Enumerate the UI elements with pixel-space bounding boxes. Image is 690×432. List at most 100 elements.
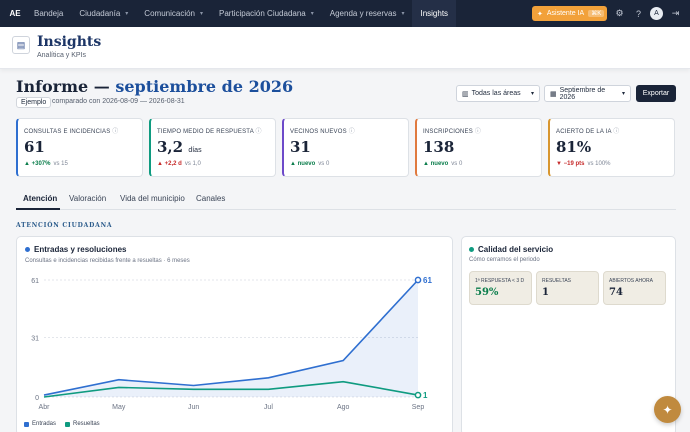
kpi-value: 81% xyxy=(556,138,592,156)
nav-item[interactable]: Bandeja xyxy=(26,0,71,27)
nav-item[interactable]: Insights xyxy=(412,0,457,27)
chevron-down-icon: ▾ xyxy=(200,11,204,17)
app-logo[interactable]: AE xyxy=(9,9,21,18)
areas-select[interactable]: ▥ Todas las áreas ▾ xyxy=(456,85,540,102)
section-title: ATENCIÓN CIUDADANA xyxy=(16,222,113,229)
tabs: Atención Valoración Vida del municipio C… xyxy=(16,189,676,210)
info-icon: ⓘ xyxy=(348,129,355,135)
kpi-delta: ▲ nuevo vs 0 xyxy=(290,161,330,167)
assistant-label: Asistente IA xyxy=(546,10,585,17)
metric-label: RESUELTAS xyxy=(542,278,571,284)
info-icon: ⓘ xyxy=(474,129,482,135)
active-tab-indicator xyxy=(16,208,60,210)
chart-card-subtitle: Consultas e incidencias recibidas frente… xyxy=(25,258,190,264)
nav-item-label: Agenda y reservas xyxy=(329,9,397,18)
kpi-label: INSCRIPCIONES ⓘ xyxy=(423,129,482,135)
nav-item-label: Ciudadanía xyxy=(79,9,121,18)
kpi-delta: ▼ −19 pts vs 100% xyxy=(556,161,611,167)
report-title-prefix: Informe — xyxy=(16,77,116,96)
month-value: Septiembre de 2026 xyxy=(559,86,606,101)
settings-icon[interactable]: ⚙ xyxy=(615,8,624,18)
delta-arrow-icon: ▲ xyxy=(157,161,163,167)
calendar-icon: ▦ xyxy=(550,90,557,98)
nav-item-label: Bandeja xyxy=(34,9,64,18)
nav-item[interactable]: Ciudadanía ▾ xyxy=(71,0,136,27)
example-badge: Ejemplo xyxy=(16,97,52,108)
nav-item[interactable]: Agenda y reservas ▾ xyxy=(322,0,413,27)
info-icon: ⓘ xyxy=(255,129,262,135)
chart-card-title-text: Entradas y resoluciones xyxy=(34,245,127,254)
nav-item-label: Participación Ciudadana xyxy=(219,9,306,18)
help-icon[interactable]: ? xyxy=(635,8,641,19)
quality-card-title-text: Calidad del servicio xyxy=(478,245,554,254)
assistant-button[interactable]: ✦ Asistente IA ⌘K xyxy=(532,6,607,21)
legend-swatch xyxy=(24,421,29,427)
compare-text: comparado con 2026-08-09 — 2026-08-31 xyxy=(52,98,185,105)
tab-valoracion[interactable]: Valoración xyxy=(69,194,107,203)
month-select[interactable]: ▦ Septiembre de 2026 ▾ xyxy=(544,85,631,102)
card-dot xyxy=(25,247,30,253)
chevron-down-icon: ▾ xyxy=(401,11,405,17)
building-icon: ▥ xyxy=(462,90,469,98)
metric-value: 1 xyxy=(542,287,549,298)
avatar[interactable]: A xyxy=(650,7,663,20)
legend-label: Resueltas xyxy=(73,421,100,427)
nav-item-label: Comunicación xyxy=(144,9,195,18)
tab-atencion[interactable]: Atención xyxy=(23,194,58,203)
metric-label: ABIERTOS AHORA xyxy=(609,278,653,284)
info-icon: ⓘ xyxy=(112,129,119,135)
kpi-value: 31 xyxy=(290,138,311,156)
kpi-label: ACIERTO DE LA IA ⓘ xyxy=(556,129,620,135)
delta-arrow-icon: ▼ xyxy=(556,161,562,167)
metric-value: 74 xyxy=(609,287,623,298)
flow-chart-card: Entradas y resoluciones Consultas e inci… xyxy=(16,236,453,432)
tab-vida-municipio[interactable]: Vida del municipio xyxy=(120,194,185,203)
chevron-down-icon: ▾ xyxy=(621,91,625,97)
nav-item-label: Insights xyxy=(420,9,449,18)
chart-card-title: Entradas y resoluciones xyxy=(25,245,126,254)
export-button[interactable]: Exportar xyxy=(636,85,676,102)
kpi-label: VECINOS NUEVOS ⓘ xyxy=(290,129,355,135)
report-period: septiembre de 2026 xyxy=(115,77,294,96)
report-title: Informe — septiembre de 2026 xyxy=(16,77,293,96)
legend-resueltas: Resueltas xyxy=(65,421,100,427)
quality-metric: RESUELTAS 1 xyxy=(536,271,599,305)
kpi-value: 138 xyxy=(423,138,455,156)
legend-label: Entradas xyxy=(32,421,57,427)
kpi-card[interactable]: VECINOS NUEVOS ⓘ 31 ▲ nuevo vs 0 xyxy=(282,118,409,177)
nav-item[interactable]: Participación Ciudadana ▾ xyxy=(211,0,322,27)
kpi-card[interactable]: INSCRIPCIONES ⓘ 138 ▲ nuevo vs 0 xyxy=(415,118,542,177)
kpi-value: 3,2 días xyxy=(157,138,202,156)
sparkle-icon: ✦ xyxy=(537,10,543,18)
kpi-card[interactable]: CONSULTAS E INCIDENCIAS ⓘ 61 ▲ +307% vs 15 xyxy=(16,118,143,177)
page-subtitle: Analítica y KPIs xyxy=(37,52,87,59)
quality-card-title: Calidad del servicio xyxy=(469,245,553,254)
ai-fab-button[interactable]: ✦ xyxy=(654,396,681,423)
quality-card-subtitle: Cómo cerramos el periodo xyxy=(469,257,540,263)
metric-value: 59% xyxy=(475,287,499,298)
sparkle-icon: ✦ xyxy=(662,402,673,417)
legend-swatch xyxy=(65,421,70,427)
kpi-card[interactable]: TIEMPO MEDIO DE RESPUESTA ⓘ 3,2 días ▲ +2,… xyxy=(149,118,276,177)
delta-arrow-icon: ▲ xyxy=(423,161,429,167)
kpi-delta: ▲ +307% vs 15 xyxy=(24,161,68,167)
chevron-down-icon: ▾ xyxy=(310,11,314,17)
chart-icon: ▤ xyxy=(12,36,30,54)
tab-canales[interactable]: Canales xyxy=(196,194,226,203)
delta-arrow-icon: ▲ xyxy=(24,161,30,167)
kpi-delta: ▲ +2,2 d vs 1,0 xyxy=(157,161,201,167)
areas-value: Todas las áreas xyxy=(471,90,521,97)
metric-label: 1ª RESPUESTA < 3 D xyxy=(475,278,525,284)
logout-icon[interactable]: ⇥ xyxy=(671,8,680,18)
nav-item[interactable]: Comunicación ▾ xyxy=(136,0,211,27)
page-title: Insights xyxy=(37,34,102,50)
chevron-down-icon: ▾ xyxy=(125,11,129,17)
kpi-card[interactable]: ACIERTO DE LA IA ⓘ 81% ▼ −19 pts vs 100% xyxy=(548,118,675,177)
quality-card: Calidad del servicio Cómo cerramos el pe… xyxy=(461,236,676,432)
kpi-label: CONSULTAS E INCIDENCIAS ⓘ xyxy=(24,129,119,135)
kpi-label: TIEMPO MEDIO DE RESPUESTA ⓘ xyxy=(157,129,262,135)
quality-metric: 1ª RESPUESTA < 3 D 59% xyxy=(469,271,532,305)
quality-metric: ABIERTOS AHORA 74 xyxy=(603,271,666,305)
kpi-value: 61 xyxy=(24,138,45,156)
card-dot xyxy=(469,247,474,253)
